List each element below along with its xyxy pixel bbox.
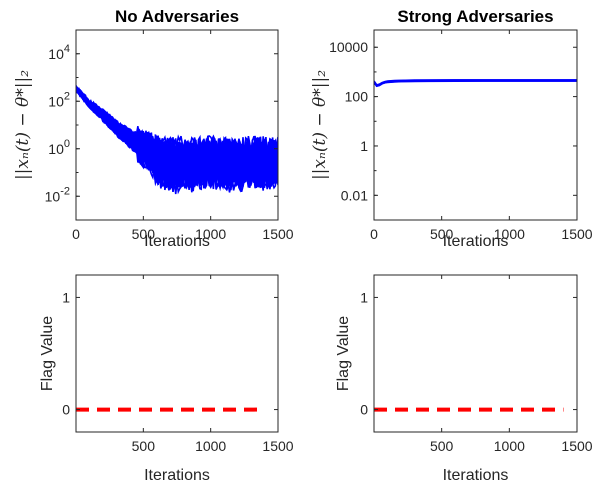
x-tick-label: 1000	[195, 226, 226, 242]
x-tick-label: 1500	[561, 438, 592, 454]
chart-panel-2: 0 500 1000 1500 0.01 1 100 10000 Strong Adversar…	[310, 7, 593, 250]
x-tick-label: 1500	[262, 226, 293, 242]
x-tick-label: 500	[430, 438, 454, 454]
y-tick-label: 104	[48, 43, 70, 62]
chart-title: No Adversaries	[115, 7, 239, 26]
x-tick-label: 0	[72, 226, 80, 242]
x-tick-label: 500	[430, 226, 454, 242]
chart-panel-4: 500 1000 1500 0 1 Iterations Flag Value	[335, 274, 593, 484]
plot-area	[374, 79, 577, 88]
plot-area	[76, 85, 278, 195]
y-axis-label: ||xₙ(t) − θ*||₂	[13, 70, 33, 180]
y-tick-label: 1	[62, 289, 70, 305]
x-axis-label: Iterations	[144, 233, 210, 250]
y-tick-label: 100	[345, 89, 369, 105]
agent-line	[76, 86, 278, 160]
axes-box	[373, 29, 578, 221]
y-tick-label: 0.01	[341, 187, 368, 203]
x-tick-label: 1500	[262, 438, 293, 454]
x-tick-label: 500	[132, 226, 156, 242]
x-axis-label: Iterations	[144, 467, 210, 484]
chart-panel-3: 500 1000 1500 0 1 Iterations Flag Value	[39, 274, 294, 484]
y-tick-label: 0	[360, 402, 368, 418]
chart-title: Strong Adversaries	[397, 7, 553, 26]
y-tick-label: 10000	[329, 39, 368, 55]
axes-box	[373, 274, 578, 433]
y-axis-label: ||xₙ(t) − θ*||₂	[310, 70, 330, 180]
y-axis-label: Flag Value	[39, 316, 56, 391]
y-tick-label: 0	[62, 402, 70, 418]
chart-panel-1: 0 500 1000 1500 10-2 100 102 104 No Adversaries I…	[13, 7, 294, 250]
x-axis-label: Iterations	[443, 233, 509, 250]
y-tick-label: 1	[360, 138, 368, 154]
x-axis-label: Iterations	[443, 467, 509, 484]
x-tick-label: 1000	[494, 438, 525, 454]
x-tick-label: 0	[370, 226, 378, 242]
y-tick-label: 10-2	[45, 185, 70, 204]
x-tick-label: 1000	[494, 226, 525, 242]
agent-line	[374, 79, 577, 87]
y-tick-label: 1	[360, 289, 368, 305]
y-axis-label: Flag Value	[335, 316, 352, 391]
y-tick-label: 100	[48, 138, 70, 157]
axes-box	[75, 274, 279, 433]
x-tick-label: 500	[132, 438, 156, 454]
x-tick-label: 1000	[195, 438, 226, 454]
y-tick-label: 102	[48, 90, 70, 109]
x-tick-label: 1500	[561, 226, 592, 242]
